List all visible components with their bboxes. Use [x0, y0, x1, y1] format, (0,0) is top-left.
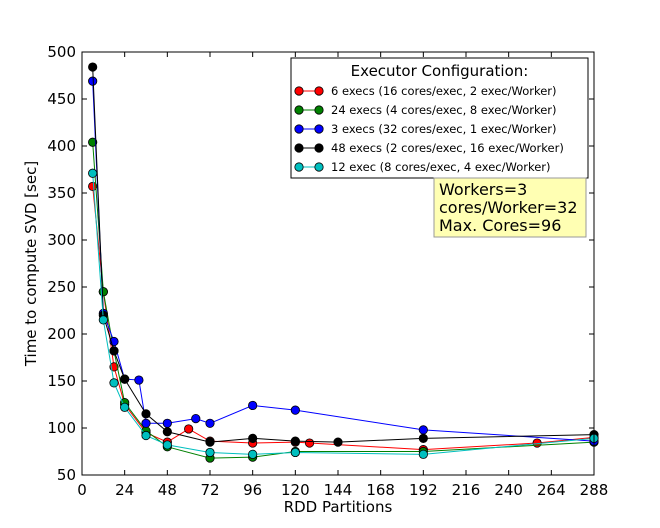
legend-item: 6 execs (16 cores/exec, 2 exec/Worker): [294, 84, 557, 98]
data-point: [333, 437, 343, 447]
data-point: [109, 378, 119, 388]
legend-label: 48 execs (2 cores/exec, 16 exec/Worker): [331, 141, 564, 155]
annotation-box: Workers=3 cores/Worker=32 Max. Cores=96: [433, 177, 587, 238]
data-point: [191, 413, 201, 424]
x-tick-label: 24: [115, 481, 134, 499]
legend-item: 24 execs (4 cores/exec, 8 exec/Worker): [294, 103, 557, 117]
series-line: [92, 186, 595, 451]
data-point: [162, 418, 172, 428]
x-axis-label: RDD Partitions: [284, 498, 393, 516]
data-point: [141, 418, 151, 428]
data-point: [120, 402, 130, 412]
data-point: [418, 449, 428, 459]
data-point: [184, 424, 194, 434]
data-point: [88, 62, 98, 72]
data-point: [98, 315, 108, 325]
annotation-line-max-cores: Max. Cores=96: [439, 216, 561, 235]
data-point: [88, 181, 98, 192]
y-tick-label: 500: [47, 43, 76, 61]
series-layer: [88, 62, 599, 463]
legend-marker: [294, 143, 304, 153]
legend-marker: [294, 105, 304, 115]
data-point: [418, 425, 428, 435]
annotation-background: [433, 177, 587, 238]
data-point: [134, 375, 144, 385]
legend-marker: [314, 143, 324, 153]
data-point: [88, 137, 98, 147]
legend: Executor Configuration: 6 execs (16 core…: [290, 57, 589, 179]
data-point: [162, 440, 172, 450]
annotation-line-workers: Workers=3: [439, 180, 527, 199]
x-tick-label: 144: [324, 481, 353, 499]
x-tick-label: 72: [200, 481, 219, 499]
legend-marker: [294, 124, 304, 134]
data-point: [205, 418, 215, 428]
series-3: [88, 62, 599, 447]
legend-label: 6 execs (16 cores/exec, 2 exec/Worker): [331, 84, 557, 98]
legend-label: 24 execs (4 cores/exec, 8 exec/Worker): [331, 103, 557, 117]
data-point: [141, 409, 151, 419]
legend-title: Executor Configuration:: [351, 62, 529, 80]
legend-item: 12 exec (8 cores/exec, 4 exec/Worker): [294, 160, 551, 174]
x-tick-label: 0: [77, 481, 87, 499]
data-point: [304, 438, 315, 448]
data-point: [98, 287, 108, 297]
legend-label: 3 execs (32 cores/exec, 1 exec/Worker): [331, 122, 557, 136]
data-point: [248, 449, 258, 459]
legend-marker: [314, 86, 324, 96]
data-point: [109, 346, 119, 356]
data-point: [290, 447, 300, 458]
x-tick-label: 264: [537, 481, 566, 499]
y-tick-label: 150: [47, 372, 76, 390]
y-axis-label: Time to compute SVD [sec]: [22, 161, 40, 367]
y-tick-label: 200: [47, 325, 76, 343]
data-point: [290, 436, 300, 446]
y-tick-label: 100: [47, 419, 76, 437]
y-tick-label: 400: [47, 137, 76, 155]
annotation-line-cores-per-worker: cores/Worker=32: [439, 198, 578, 217]
legend-label: 12 exec (8 cores/exec, 4 exec/Worker): [331, 160, 551, 174]
legend-marker: [294, 162, 304, 172]
x-tick-label: 120: [281, 481, 310, 499]
x-tick-label: 48: [158, 481, 177, 499]
data-point: [120, 374, 130, 384]
y-tick-label: 350: [47, 184, 76, 202]
y-tick-label: 250: [47, 278, 76, 296]
x-tick-label: 240: [494, 481, 523, 499]
legend-items: 6 execs (16 cores/exec, 2 exec/Worker) 24…: [294, 84, 564, 174]
axis-ticks: 0 24 48 72 96 120 144 168 192 216 240 264 288 50 100 15…: [47, 43, 608, 499]
data-point: [205, 447, 215, 458]
y-tick-label: 50: [57, 466, 76, 484]
legend-marker: [314, 105, 324, 115]
data-point: [141, 430, 151, 441]
legend-marker: [314, 124, 324, 134]
data-point: [248, 433, 258, 443]
series-line: [92, 67, 595, 443]
y-tick-label: 300: [47, 231, 76, 249]
x-tick-label: 216: [452, 481, 481, 499]
data-point: [205, 437, 215, 447]
x-tick-label: 168: [366, 481, 395, 499]
x-tick-label: 96: [243, 481, 262, 499]
legend-item: 48 execs (2 cores/exec, 16 exec/Worker): [294, 141, 564, 155]
series-4: [88, 168, 599, 459]
legend-marker: [314, 162, 324, 172]
data-point: [88, 168, 98, 178]
data-point: [248, 400, 258, 411]
y-tick-label: 450: [47, 90, 76, 108]
legend-item: 3 execs (32 cores/exec, 1 exec/Worker): [294, 122, 557, 136]
data-point: [418, 433, 428, 443]
data-point: [162, 427, 172, 437]
legend-marker: [294, 86, 304, 96]
x-tick-label: 192: [409, 481, 438, 499]
data-point: [290, 405, 300, 415]
x-tick-label: 288: [580, 481, 609, 499]
legend-box: [290, 57, 589, 179]
